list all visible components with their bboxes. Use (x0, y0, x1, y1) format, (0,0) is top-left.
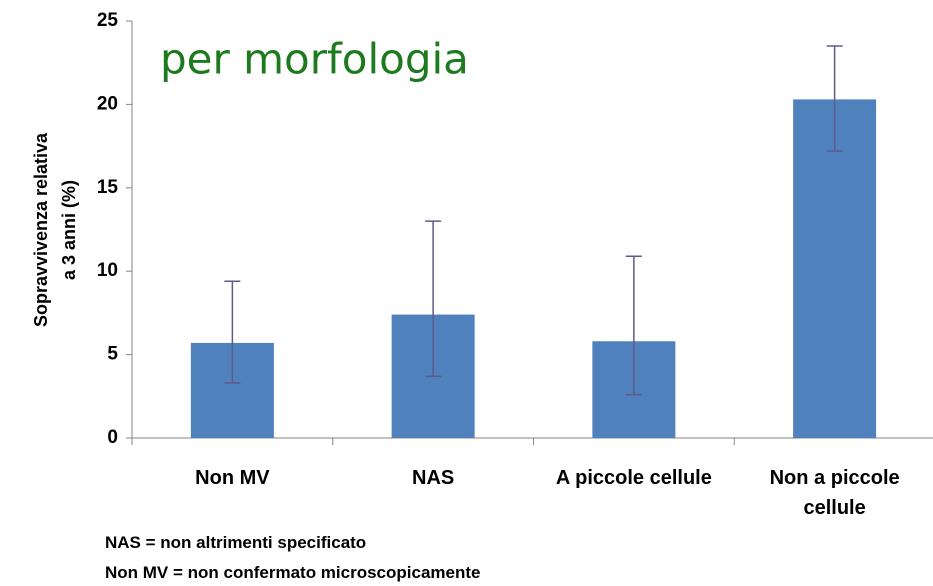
x-tick-label: A piccole cellule (555, 467, 712, 489)
y-axis-label: Sopravvivenza relativa (31, 132, 51, 327)
y-tick-label: 20 (97, 93, 118, 114)
y-tick-label: 10 (97, 260, 118, 281)
x-tick-label: Non a piccole cellule (769, 467, 900, 519)
x-tick-label: Non MV (195, 467, 270, 489)
y-tick-label: 25 (97, 10, 119, 31)
bar (793, 99, 877, 438)
x-tick-label: NAS (412, 467, 455, 489)
chart-title: per morfologia (160, 35, 469, 84)
y-axis-label: a 3 anni (%) (59, 180, 79, 280)
footnote: NAS = non altrimenti specificato (105, 533, 367, 552)
y-tick-label: 0 (107, 427, 118, 448)
y-tick-label: 5 (107, 344, 118, 365)
y-tick-label: 15 (97, 177, 119, 198)
footnote: Non MV = non confermato microscopicament… (105, 563, 481, 582)
